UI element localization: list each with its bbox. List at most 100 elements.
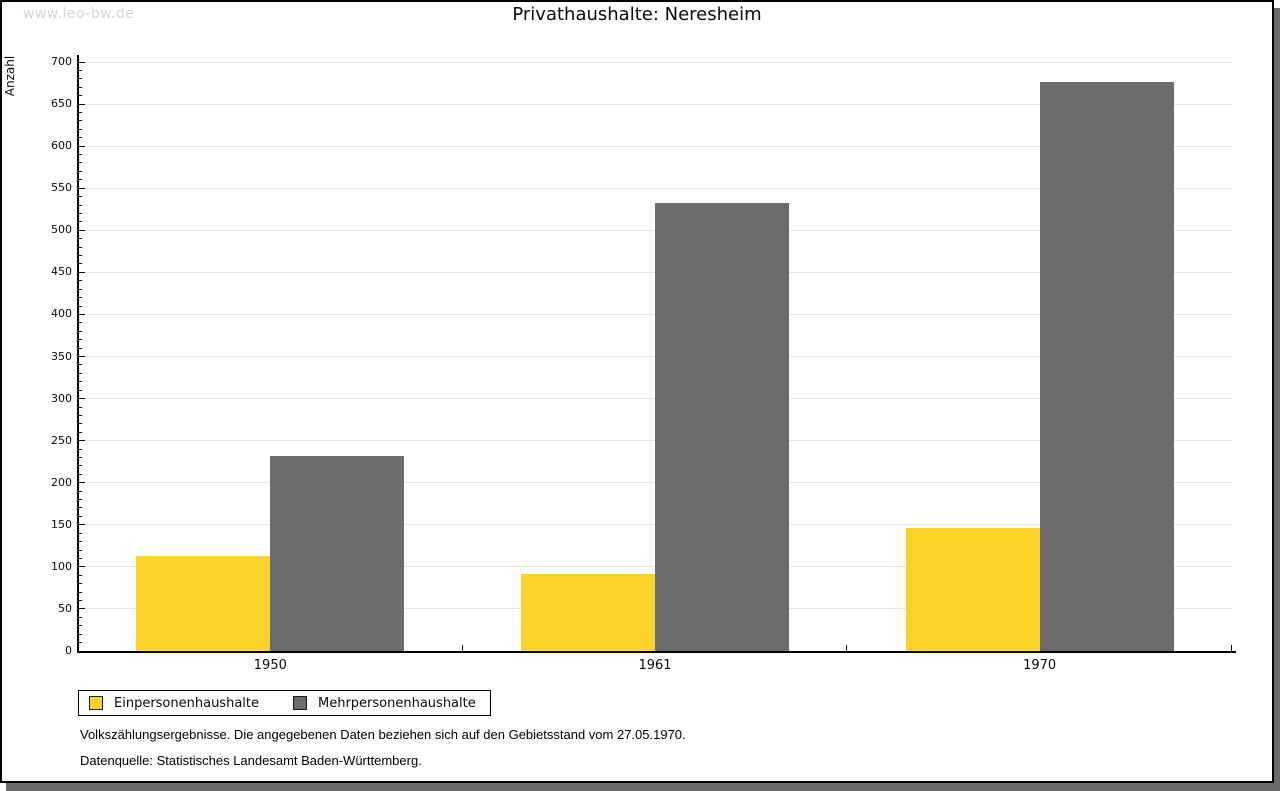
y-minor-tick-270 [78, 423, 82, 425]
y-tick-label-700: 700 [51, 55, 72, 68]
y-minor-tick-630 [78, 120, 82, 122]
y-major-tick-350 [78, 356, 85, 357]
legend-item-mehrpersonenhaushalte: Mehrpersonenhaushalte [293, 696, 476, 711]
y-minor-tick-570 [78, 170, 82, 172]
y-minor-tick-460 [78, 263, 82, 265]
x-boundary-tick-1 [461, 645, 463, 651]
y-minor-tick-310 [78, 389, 82, 391]
bar-einpersonenhaushalte-1961 [521, 573, 655, 651]
y-tick-label-200: 200 [51, 475, 72, 489]
y-major-tick-50 [78, 608, 85, 610]
y-major-tick-700 [78, 61, 85, 63]
y-tick-label-100: 100 [51, 559, 72, 573]
y-minor-tick-40 [78, 616, 82, 618]
footnote-datenquelle: Datenquelle: Statistisches Landesamt Bad… [80, 753, 422, 768]
y-minor-tick-60 [78, 600, 82, 602]
legend-label: Mehrpersonenhaushalte [318, 695, 476, 711]
y-minor-tick-90 [78, 574, 82, 576]
y-minor-tick-580 [78, 162, 82, 164]
y-minor-tick-520 [78, 212, 82, 214]
y-minor-tick-540 [78, 196, 82, 198]
y-minor-tick-140 [78, 532, 82, 534]
y-major-tick-250 [78, 440, 85, 442]
gridline-600 [78, 145, 1232, 147]
y-minor-tick-160 [78, 515, 82, 517]
y-minor-tick-690 [78, 69, 82, 71]
x-tick-label-1961: 1961 [638, 658, 672, 673]
legend-item-einpersonenhaushalte: Einpersonenhaushalte [89, 696, 259, 711]
gridline-650 [78, 103, 1232, 105]
y-tick-label-0: 0 [65, 644, 72, 657]
y-major-tick-500 [78, 229, 85, 231]
y-minor-tick-220 [78, 465, 82, 467]
x-boundary-tick-3 [1231, 645, 1232, 651]
y-minor-tick-240 [78, 448, 82, 450]
x-boundary-tick-2 [846, 645, 848, 651]
y-minor-tick-660 [78, 95, 82, 97]
x-tick-label-1950: 1950 [253, 658, 287, 673]
x-tick-label-1970: 1970 [1023, 658, 1057, 673]
legend-label: Einpersonenhaushalte [114, 695, 259, 711]
y-minor-tick-490 [78, 238, 82, 240]
y-minor-tick-620 [78, 128, 82, 130]
y-minor-tick-170 [78, 507, 82, 509]
y-minor-tick-290 [78, 406, 82, 408]
y-major-tick-400 [78, 313, 85, 315]
legend: Einpersonenhaushalte Mehrpersonenhaushalt… [78, 690, 491, 716]
y-minor-tick-420 [78, 297, 82, 299]
y-minor-tick-320 [78, 381, 82, 383]
y-tick-label-550: 550 [51, 181, 72, 195]
y-tick-label-500: 500 [51, 223, 72, 237]
y-minor-tick-530 [78, 204, 82, 206]
bar-mehrpersonenhaushalte-1950 [270, 455, 405, 651]
y-minor-tick-510 [78, 221, 82, 223]
y-minor-tick-210 [78, 473, 82, 475]
y-major-tick-450 [78, 271, 85, 273]
y-minor-tick-640 [78, 112, 82, 113]
y-minor-tick-130 [78, 541, 82, 543]
legend-swatch-icon [89, 696, 103, 710]
y-axis-line [77, 55, 79, 653]
chart-title: Privathaushalte: Neresheim [512, 4, 762, 25]
plot-area: 1950 1961 1970 [78, 61, 1232, 673]
y-minor-tick-470 [78, 255, 82, 257]
bar-einpersonenhaushalte-1970 [905, 528, 1040, 651]
y-minor-tick-680 [78, 78, 82, 80]
y-tick-label-250: 250 [51, 433, 72, 447]
y-minor-tick-430 [78, 288, 82, 290]
y-minor-tick-330 [78, 372, 82, 374]
y-major-tick-550 [78, 187, 85, 189]
y-minor-tick-670 [78, 86, 82, 88]
y-minor-tick-180 [78, 499, 82, 501]
y-minor-tick-370 [78, 339, 82, 341]
y-minor-tick-30 [78, 625, 82, 627]
y-minor-tick-260 [78, 431, 82, 433]
y-major-tick-300 [78, 398, 85, 400]
y-major-tick-100 [78, 566, 85, 568]
bar-mehrpersonenhaushalte-1961 [655, 202, 789, 651]
y-minor-tick-410 [78, 305, 82, 307]
bar-einpersonenhaushalte-1950 [136, 555, 271, 651]
y-minor-tick-80 [78, 583, 82, 585]
y-minor-tick-340 [78, 364, 82, 366]
y-axis-label: Anzahl [3, 55, 17, 97]
x-axis-line [77, 651, 1236, 653]
gridline-700 [78, 61, 1232, 63]
y-tick-label-50: 50 [58, 601, 72, 615]
y-major-tick-200 [78, 482, 85, 484]
y-minor-tick-190 [78, 490, 82, 492]
y-major-tick-600 [78, 145, 85, 147]
y-minor-tick-70 [78, 591, 82, 593]
y-tick-label-150: 150 [51, 517, 72, 531]
y-minor-tick-590 [78, 154, 82, 156]
y-minor-tick-360 [78, 347, 82, 349]
y-tick-label-400: 400 [51, 307, 72, 321]
y-minor-tick-610 [78, 137, 82, 139]
y-tick-label-300: 300 [51, 391, 72, 405]
legend-swatch-icon [293, 696, 307, 710]
y-axis-tick-labels: 0 50 100 150 200 250 300 350 400 450 500 550 600 650 7… [26, 55, 72, 657]
y-minor-tick-280 [78, 414, 82, 416]
y-tick-label-350: 350 [51, 349, 72, 363]
y-minor-tick-390 [78, 322, 82, 324]
bar-mehrpersonenhaushalte-1970 [1039, 82, 1174, 651]
